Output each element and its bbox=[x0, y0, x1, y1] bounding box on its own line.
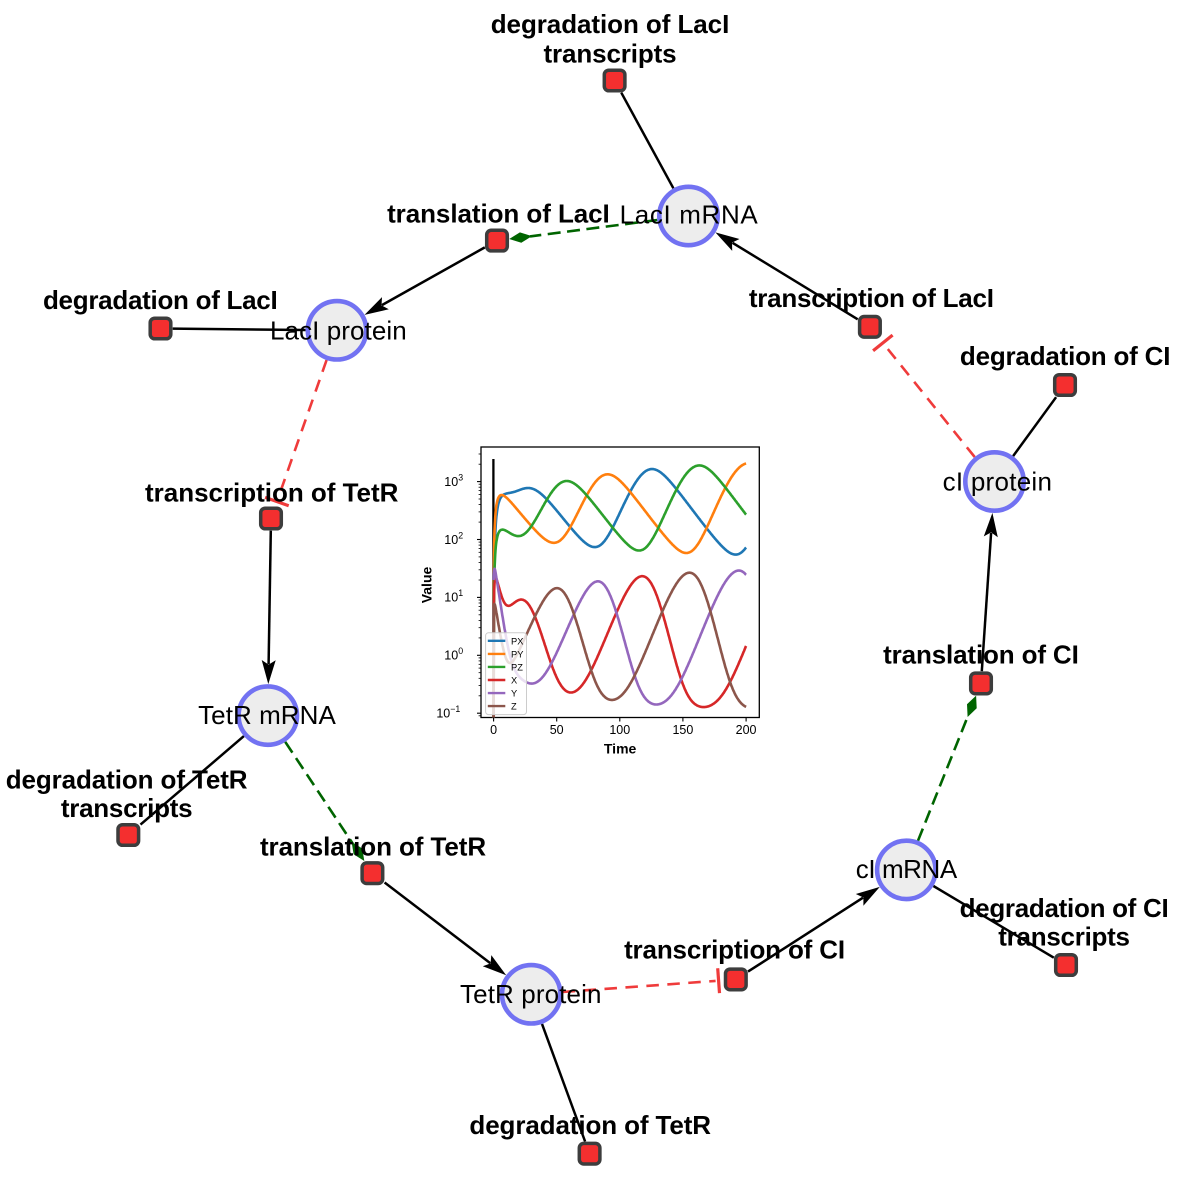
svg-text:LacI mRNA: LacI mRNA bbox=[620, 200, 759, 230]
svg-text:translation of CI: translation of CI bbox=[883, 640, 1079, 670]
svg-text:transcripts: transcripts bbox=[544, 38, 677, 68]
svg-text:100: 100 bbox=[609, 723, 630, 737]
svg-text:X: X bbox=[511, 675, 517, 685]
svg-text:150: 150 bbox=[672, 723, 693, 737]
svg-text:degradation of TetR: degradation of TetR bbox=[6, 764, 248, 794]
svg-text:transcription of CI: transcription of CI bbox=[624, 934, 845, 964]
svg-text:PY: PY bbox=[511, 649, 523, 659]
svg-text:transcripts: transcripts bbox=[998, 922, 1130, 952]
svg-text:translation of TetR: translation of TetR bbox=[260, 831, 486, 861]
svg-text:Value: Value bbox=[419, 567, 435, 604]
svg-text:translation of LacI: translation of LacI bbox=[387, 199, 610, 229]
svg-text:Z: Z bbox=[511, 702, 517, 712]
svg-text:TetR protein: TetR protein bbox=[460, 979, 602, 1009]
svg-text:cI mRNA: cI mRNA bbox=[856, 854, 958, 884]
svg-text:degradation of CI: degradation of CI bbox=[960, 893, 1169, 923]
svg-text:200: 200 bbox=[736, 723, 757, 737]
svg-text:PZ: PZ bbox=[511, 662, 523, 672]
svg-text:Time: Time bbox=[604, 741, 637, 757]
svg-text:TetR mRNA: TetR mRNA bbox=[198, 700, 336, 730]
svg-text:transcription of LacI: transcription of LacI bbox=[749, 283, 994, 313]
svg-text:PX: PX bbox=[511, 636, 523, 646]
svg-text:transcripts: transcripts bbox=[61, 793, 193, 823]
svg-text:transcription of TetR: transcription of TetR bbox=[145, 478, 399, 508]
svg-text:degradation of LacI: degradation of LacI bbox=[491, 9, 729, 39]
svg-text:LacI protein: LacI protein bbox=[270, 316, 407, 346]
svg-text:cI protein: cI protein bbox=[943, 467, 1053, 497]
svg-text:0: 0 bbox=[490, 723, 497, 737]
svg-text:degradation of CI: degradation of CI bbox=[960, 341, 1170, 371]
svg-text:degradation of LacI: degradation of LacI bbox=[43, 285, 277, 315]
svg-text:Y: Y bbox=[511, 688, 517, 698]
svg-text:degradation of TetR: degradation of TetR bbox=[469, 1110, 711, 1140]
svg-text:50: 50 bbox=[550, 723, 564, 737]
